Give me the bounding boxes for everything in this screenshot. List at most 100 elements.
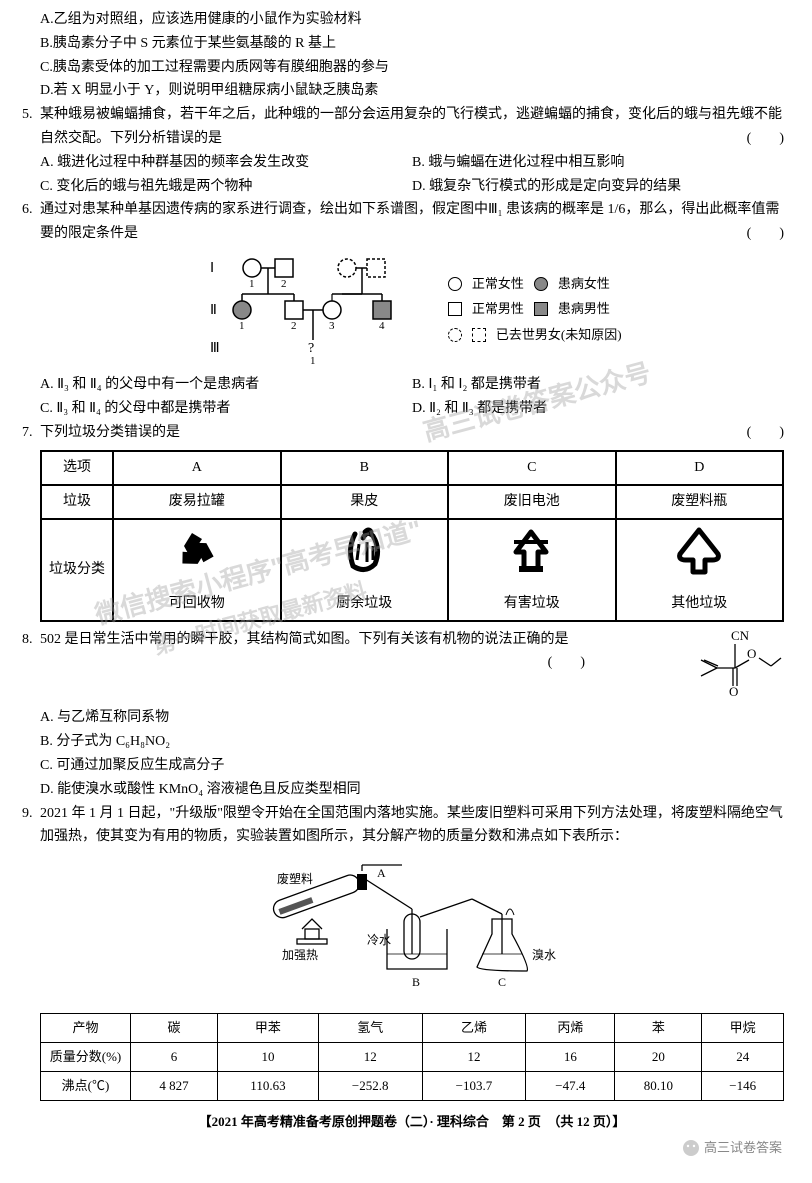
question-5: 5. 某种蛾易被蝙蝠捕食，若干年之后，此种蛾的一部分会运用复杂的飞行模式，逃避蝙… [40,103,784,151]
question-number: 5. [22,103,40,127]
option-label: D. [412,179,429,194]
table-cell: 可回收物 [113,519,281,621]
wechat-label: 高三试卷答案 [704,1137,782,1159]
wechat-icon [682,1139,700,1157]
table-cell: 4 827 [131,1072,218,1101]
question-8: 8. CN O O 502 是日常生活中常用的瞬干胶，其结构简式如图。下列有关该… [40,628,784,707]
option-label: A. [40,377,57,392]
svg-text:1: 1 [310,355,316,367]
option-text: 变化后的蛾与祖先蛾是两个物种 [56,179,252,194]
option-label: D. [412,401,429,416]
table-cell: 16 [526,1043,615,1072]
apparatus-label: C [498,975,506,989]
wechat-tag: 高三试卷答案 [682,1137,782,1159]
garbage-category-label: 厨余垃圾 [336,596,392,611]
table-cell: 12 [422,1043,526,1072]
answer-paren: ( ) [747,222,784,246]
option-text: 与乙烯互称同系物 [57,710,169,725]
products-table: 产物 碳 甲苯 氢气 乙烯 丙烯 苯 甲烷 质量分数(%) 6 10 12 12… [40,1013,784,1101]
svg-text:Ⅱ: Ⅱ [210,303,217,318]
apparatus-label: 冷水 [367,933,391,947]
option-label: D. [40,782,57,797]
apparatus-label: 溴水 [532,948,556,962]
table-header: A [113,451,281,485]
pedigree-diagram: Ⅰ 1 2 Ⅱ 1 2 3 4 Ⅲ ? 1 正常女 [40,252,784,367]
q4-options: A. 乙组为对照组，应该选用健康的小鼠作为实验材料 B. 胰岛素分子中 S 元素… [40,8,784,103]
answer-paren: ( ) [548,651,585,675]
legend-label: 正常男性 [472,298,524,320]
apparatus-label: 废塑料 [277,871,313,886]
table-cell: −103.7 [422,1072,526,1101]
svg-text:O: O [747,646,756,661]
option-label: A. [40,8,54,32]
table-cell: 废易拉罐 [113,485,281,519]
option-label: C. [40,56,53,80]
question-6: 6. 通过对患某种单基因遗传病的家系进行调查，绘出如下系谱图，假定图中Ⅲ₁ 患该… [40,198,784,246]
question-stem: 502 是日常生活中常用的瞬干胶，其结构简式如图。下列有关该有机物的说法正确的是 [40,632,569,647]
option-label: C. [40,179,56,194]
page-footer: 【2021 年高考精准备考原创押题卷（二）· 理科综合 第 2 页 （共 12 … [40,1111,784,1133]
table-cell: 其他垃圾 [616,519,784,621]
question-number: 6. [22,198,40,222]
option-text: 可通过加聚反应生成高分子 [56,758,224,773]
svg-text:1: 1 [239,320,245,332]
option-text: 蛾与蝙蝠在进化过程中相互影响 [428,155,624,170]
table-header: 氢气 [318,1013,422,1042]
table-cell: 6 [131,1043,218,1072]
legend-dashed-icon [472,328,486,342]
option-text: 能使溴水或酸性 KMnO₄ 溶液褪色且反应类型相同 [57,782,361,797]
recyclable-icon [120,524,274,588]
apparatus-label: B [412,975,420,989]
gen-label: Ⅰ [210,261,214,276]
table-cell: −47.4 [526,1072,615,1101]
question-9: 9. 2021 年 1 月 1 日起，"升级版"限塑令开始在全国范围内落地实施。… [40,802,784,850]
option-text: 胰岛素分子中 S 元素位于某些氨基酸的 R 基上 [53,32,336,56]
option-label: B. [412,377,428,392]
option-text: 若 X 明显小于 Y，则说明甲组糖尿病小鼠缺乏胰岛素 [54,79,379,103]
question-stem: 下列垃圾分类错误的是 [40,425,180,440]
table-cell: 12 [318,1043,422,1072]
table-row-label: 垃圾分类 [41,519,113,621]
garbage-category-label: 其他垃圾 [671,596,727,611]
option-label: B. [40,32,53,56]
pedigree-legend: 正常女性 患病女性 正常男性 患病男性 已去世男女(未知原因) [448,270,622,348]
table-header: 乙烯 [422,1013,526,1042]
option-text: Ⅱ₂ 和 Ⅱ₃ 都是携带者 [429,401,547,416]
hazardous-waste-icon [455,524,609,588]
option-text: Ⅱ₃ 和 Ⅱ₄ 的父母中都是携带者 [56,401,230,416]
apparatus-diagram: 废塑料 A 加强热 冷水 B 溴水 C [40,859,784,1003]
option-text: 蛾进化过程中种群基因的频率会发生改变 [57,155,309,170]
table-cell: 废塑料瓶 [616,485,784,519]
option-label: B. [412,155,428,170]
legend-square-open-icon [448,302,462,316]
option-label: C. [40,758,56,773]
legend-label: 已去世男女(未知原因) [496,324,622,346]
legend-dashed-icon [448,328,462,342]
answer-paren: ( ) [747,421,784,445]
other-waste-icon [623,524,777,588]
table-cell: 10 [218,1043,319,1072]
svg-text:4: 4 [379,320,385,332]
legend-circle-filled-icon [534,277,548,291]
table-header: 产物 [41,1013,131,1042]
table-row-label: 垃圾 [41,485,113,519]
table-cell: 110.63 [218,1072,319,1101]
q6-options: A. Ⅱ₃ 和 Ⅱ₄ 的父母中有一个是患病者 B. Ⅰ₁ 和 Ⅰ₂ 都是携带者 [40,373,784,397]
svg-text:2: 2 [291,320,297,332]
table-cell: 24 [702,1043,784,1072]
table-row-label: 质量分数(%) [41,1043,131,1072]
option-text: 分子式为 C₆H₈NO₂ [56,734,170,749]
garbage-table: 选项 A B C D 垃圾 废易拉罐 果皮 废旧电池 废塑料瓶 垃圾分类 可回收… [40,450,784,621]
answer-paren: ( ) [747,127,784,151]
svg-text:1: 1 [249,278,255,290]
q5-options: A. 蛾进化过程中种群基因的频率会发生改变 B. 蛾与蝙蝠在进化过程中相互影响 [40,151,784,175]
apparatus-label: 加强热 [282,948,318,962]
question-7: 7. 下列垃圾分类错误的是 ( ) [40,421,784,445]
option-label: C. [40,401,56,416]
option-text: Ⅱ₃ 和 Ⅱ₄ 的父母中有一个是患病者 [57,377,259,392]
option-label: B. [40,734,56,749]
legend-label: 患病男性 [558,298,610,320]
svg-text:O: O [729,684,738,698]
chemical-structure: CN O O [689,628,784,707]
table-header: 碳 [131,1013,218,1042]
